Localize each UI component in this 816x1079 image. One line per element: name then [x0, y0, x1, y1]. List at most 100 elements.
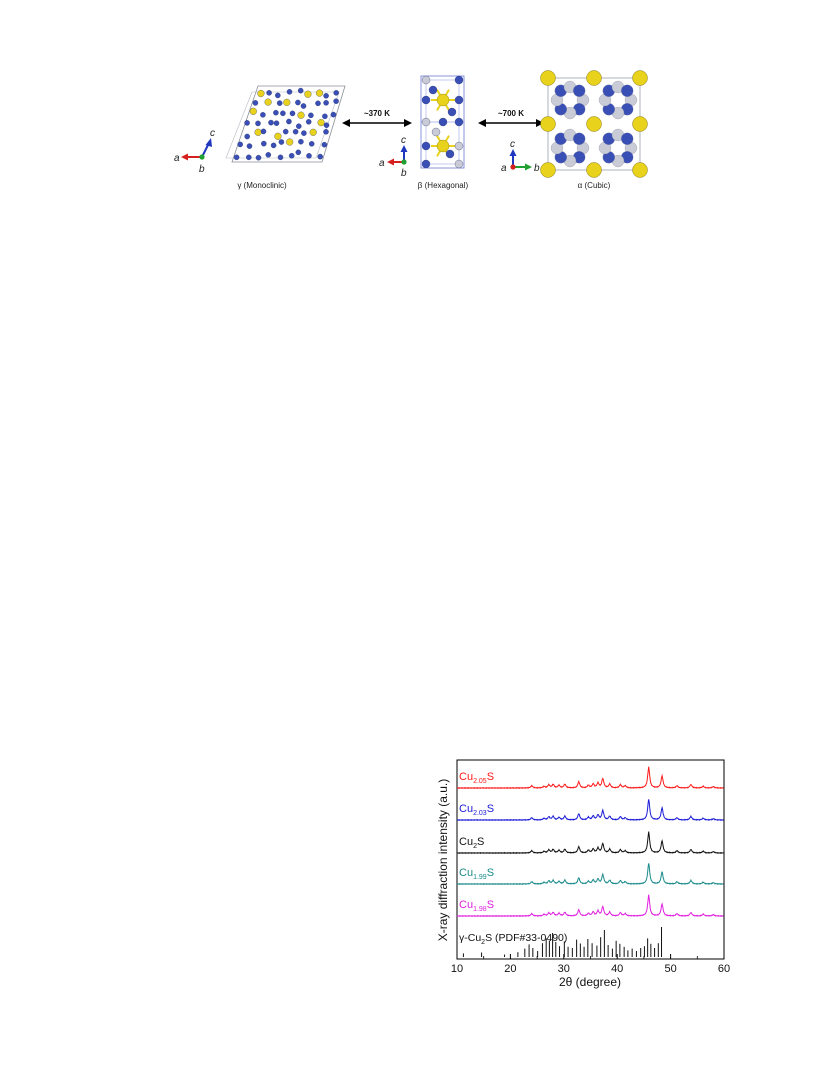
- sulfur-atom: [286, 138, 294, 146]
- copper-atom: [296, 123, 302, 129]
- cubic-structure: [540, 70, 648, 178]
- copper-atom: [573, 84, 586, 97]
- sulfur-atom: [309, 128, 317, 136]
- copper-atom: [438, 117, 448, 127]
- copper-atom: [270, 142, 277, 149]
- x-axis: 10 20 30 40 50 60: [451, 954, 730, 975]
- sulfur-atom: [586, 162, 602, 178]
- copper-atom: [255, 120, 261, 127]
- monoclinic-structure: [225, 85, 346, 163]
- copper-atom: [454, 75, 464, 85]
- copper-atom: [288, 152, 295, 159]
- copper-atom: [447, 107, 457, 117]
- copper-atom: [323, 129, 329, 135]
- sulfur-atom: [249, 107, 257, 115]
- x-axis-title: 2θ (degree): [559, 975, 621, 989]
- xrd-series: Cu2.03S: [456, 799, 724, 822]
- sulfur-atom: [436, 139, 450, 153]
- transition-arrow: ~370 K: [342, 109, 412, 127]
- copper-atom: [421, 141, 431, 151]
- crystal-structure-figure: a c b γ (Monoclinic) ~370 K a c b β (Hex…: [174, 70, 648, 190]
- copper-atom: [333, 98, 339, 104]
- series-line: [456, 766, 724, 790]
- sulfur-atom: [586, 116, 602, 132]
- series-label: Cu1.98S: [459, 899, 494, 913]
- x-tick-label: 20: [504, 963, 516, 975]
- sulfur-atom: [632, 162, 648, 178]
- copper-atom: [300, 103, 307, 109]
- xrd-series: Cu2S: [456, 831, 724, 855]
- phase-label-hexagonal: β (Hexagonal): [418, 181, 469, 190]
- copper-atom: [278, 139, 285, 145]
- copper-atom: [282, 128, 289, 135]
- copper-atom: [252, 100, 259, 106]
- copper-atom: [277, 154, 284, 161]
- copper-atom: [308, 112, 314, 119]
- x-tick-label: 40: [611, 963, 623, 975]
- phase-label-monoclinic: γ (Monoclinic): [237, 181, 287, 190]
- axis-triad-monoclinic: a c b: [174, 128, 215, 175]
- copper-atom: [421, 95, 431, 105]
- copper-atom: [323, 122, 330, 128]
- copper-atom: [301, 130, 307, 136]
- series-label: Cu2.05S: [459, 771, 494, 785]
- copper-atom: [244, 133, 250, 140]
- axis-label: a: [501, 163, 507, 174]
- copper-atom: [280, 110, 286, 117]
- sulfur-atom: [540, 70, 556, 86]
- sulfur-atom: [283, 98, 291, 106]
- copper-atom: [292, 128, 299, 135]
- axis-triad-cubic: a c b: [501, 139, 540, 174]
- sulfur-atom: [304, 90, 312, 98]
- series-label: Cu1.99S: [459, 867, 494, 881]
- series-label: Cu2S: [459, 836, 484, 850]
- copper-atom: [621, 132, 634, 145]
- vacancy-atom: [454, 141, 464, 151]
- axis-label: c: [401, 135, 406, 146]
- copper-atom: [305, 119, 312, 125]
- y-axis-title: X-ray diffraction intensity (a.u.): [436, 779, 450, 942]
- vacancy-atom: [431, 127, 441, 137]
- sulfur-atom: [632, 70, 648, 86]
- copper-atom: [317, 153, 323, 160]
- sulfur-atom: [540, 116, 556, 132]
- sulfur-atom: [297, 111, 305, 119]
- copper-atom: [233, 154, 240, 161]
- sulfur-atom: [257, 89, 265, 98]
- axis-label: a: [174, 153, 180, 164]
- sulfur-atom: [540, 162, 556, 178]
- vacancy-atom: [454, 159, 464, 169]
- axis-label: b: [199, 164, 205, 175]
- plot-frame: [456, 759, 725, 960]
- reference-pattern: γ-Cu2S (PDF#33-0490): [459, 927, 663, 957]
- axis-label: a: [379, 158, 385, 169]
- copper-atom: [244, 120, 250, 126]
- copper-atom: [297, 87, 304, 94]
- copper-atom: [275, 92, 281, 99]
- x-tick-label: 60: [718, 963, 730, 975]
- transition-label: ~370 K: [364, 109, 390, 118]
- sulfur-atom: [317, 119, 325, 127]
- series-line: [456, 799, 724, 822]
- copper-atom: [265, 152, 272, 158]
- copper-atom: [428, 85, 438, 95]
- copper-atom: [286, 118, 292, 125]
- x-tick-label: 10: [451, 963, 463, 975]
- series-label: Cu2.03S: [459, 803, 494, 817]
- copper-atom: [323, 93, 329, 99]
- series-line: [456, 831, 724, 855]
- copper-atom: [286, 89, 293, 95]
- copper-atom: [621, 84, 634, 97]
- transition-label: ~700 K: [498, 109, 524, 118]
- x-tick-label: 30: [558, 963, 570, 975]
- axis-triad-hexagonal: a c b: [379, 135, 408, 179]
- series-line: [456, 863, 724, 886]
- copper-atom: [454, 95, 464, 105]
- copper-atom: [306, 153, 312, 159]
- sulfur-atom: [586, 70, 602, 86]
- copper-atom: [273, 120, 280, 126]
- axis-label: c: [210, 128, 215, 139]
- xrd-series: Cu1.98S: [456, 894, 724, 918]
- x-tick-label: 50: [664, 963, 676, 975]
